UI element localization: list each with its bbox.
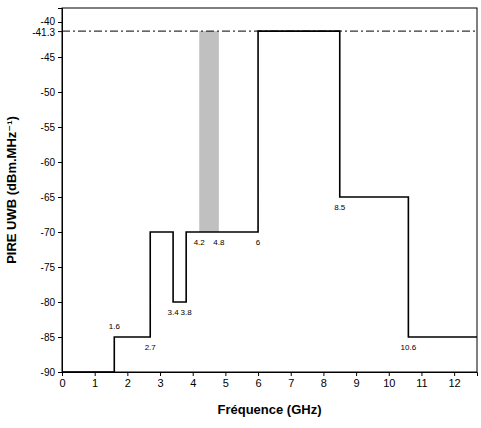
- x-tick-label: 5: [223, 377, 229, 389]
- x-tick-mark: [291, 372, 292, 376]
- y-tick-mark: [58, 31, 62, 32]
- annotation: 3.8: [181, 308, 193, 317]
- y-tick: -90: [41, 367, 62, 378]
- y-tick: -60: [41, 157, 62, 168]
- y-tick-label: -45: [41, 52, 56, 63]
- y-axis: -90 -85 -80 -75 -70 -65 -60 -55 -50 -45 -41.3-40: [32, 9, 62, 378]
- y-tick-label: -55: [41, 122, 56, 133]
- chart: 0123456789101112-90-85-80-75-70-65-60-55…: [0, 0, 481, 428]
- x-tick-mark: [421, 372, 422, 376]
- x-tick-mark: [127, 372, 128, 376]
- plot: 0123456789101112-90-85-80-75-70-65-60-55…: [32, 8, 477, 389]
- y-tick-label: -70: [41, 227, 56, 238]
- y-tick-label: -41.3: [32, 27, 55, 38]
- x-tick: 10: [383, 372, 395, 389]
- x-tick-label: 4: [190, 377, 196, 389]
- annotation: 1.6: [109, 322, 121, 331]
- series-line: [62, 31, 477, 372]
- x-tick-label: 3: [157, 377, 163, 389]
- annotation: 4.8: [213, 238, 225, 247]
- x-tick-mark: [389, 372, 390, 376]
- y-tick-mark: [58, 162, 62, 163]
- x-tick-label: 1: [92, 377, 98, 389]
- x-tick: 5: [223, 372, 229, 389]
- shaded-region: [199, 31, 219, 232]
- y-tick: -45: [41, 52, 62, 63]
- x-tick: 2: [125, 372, 131, 389]
- annotation: 2.7: [145, 343, 157, 352]
- y-tick: -40: [41, 16, 62, 27]
- x-tick-mark: [95, 372, 96, 376]
- x-tick-label: 12: [449, 377, 461, 389]
- y-tick-label: -40: [41, 16, 56, 27]
- marks: [62, 31, 477, 372]
- y-axis-title: PIRE UWB (dBm.MHz⁻¹): [4, 116, 19, 264]
- y-axis-line: [58, 9, 63, 373]
- y-tick-mark: [58, 302, 62, 303]
- x-tick-label: 10: [383, 377, 395, 389]
- x-axis-title: Fréquence (GHz): [217, 402, 321, 417]
- annotation: 3.4: [168, 308, 180, 317]
- annotation: 8.5: [334, 203, 346, 212]
- x-tick-mark: [160, 372, 161, 376]
- y-tick-mark: [58, 197, 62, 198]
- x-tick-label: 11: [416, 377, 427, 389]
- plot-frame: [62, 8, 477, 372]
- x-tick: 1: [92, 372, 98, 389]
- y-tick-mark: [58, 22, 62, 23]
- y-tick-mark: [58, 57, 62, 58]
- x-tick-mark: [356, 372, 357, 376]
- y-tick-mark: [58, 92, 62, 93]
- y-tick-label: -65: [41, 192, 56, 203]
- x-tick: 6: [256, 372, 262, 389]
- x-axis: 0123456789101112: [59, 372, 477, 389]
- y-tick-label: -90: [41, 367, 56, 378]
- y-tick-label: -75: [41, 262, 56, 273]
- x-tick-label: 6: [256, 377, 262, 389]
- x-tick-mark: [193, 372, 194, 376]
- y-tick: -41.3: [32, 27, 62, 38]
- y-tick-mark: [58, 337, 62, 338]
- x-tick: 9: [354, 372, 360, 389]
- x-tick-label: 7: [288, 377, 294, 389]
- y-tick: -65: [41, 192, 62, 203]
- annotation: 4.2: [194, 238, 206, 247]
- y-tick-mark: [58, 267, 62, 268]
- y-tick: -85: [41, 332, 62, 343]
- x-axis-line: [63, 373, 478, 377]
- x-tick-mark: [258, 372, 259, 376]
- y-tick-mark: [58, 127, 62, 128]
- y-tick: -55: [41, 122, 62, 133]
- y-tick-label: -60: [41, 157, 56, 168]
- x-tick: 11: [416, 372, 427, 389]
- x-tick-label: 0: [59, 377, 65, 389]
- y-tick: -70: [41, 227, 62, 238]
- x-tick: 12: [449, 372, 461, 389]
- y-tick-mark: [58, 232, 62, 233]
- x-tick-label: 8: [321, 377, 327, 389]
- x-tick: 3: [157, 372, 163, 389]
- y-tick-label: -50: [41, 87, 56, 98]
- x-tick: 8: [321, 372, 327, 389]
- annotation: 10.6: [401, 343, 417, 352]
- x-tick-label: 9: [354, 377, 360, 389]
- x-tick-mark: [225, 372, 226, 376]
- y-tick: -80: [41, 297, 62, 308]
- y-tick-mark: [58, 372, 62, 373]
- x-tick: 4: [190, 372, 196, 389]
- x-tick-mark: [454, 372, 455, 376]
- x-tick-mark: [323, 372, 324, 376]
- y-tick: -75: [41, 262, 62, 273]
- x-tick: 7: [288, 372, 294, 389]
- y-tick-label: -80: [41, 297, 56, 308]
- x-tick: 0: [59, 372, 65, 389]
- y-tick: -50: [41, 87, 62, 98]
- annotation: 6: [256, 238, 261, 247]
- y-tick-label: -85: [41, 332, 56, 343]
- x-tick-label: 2: [125, 377, 131, 389]
